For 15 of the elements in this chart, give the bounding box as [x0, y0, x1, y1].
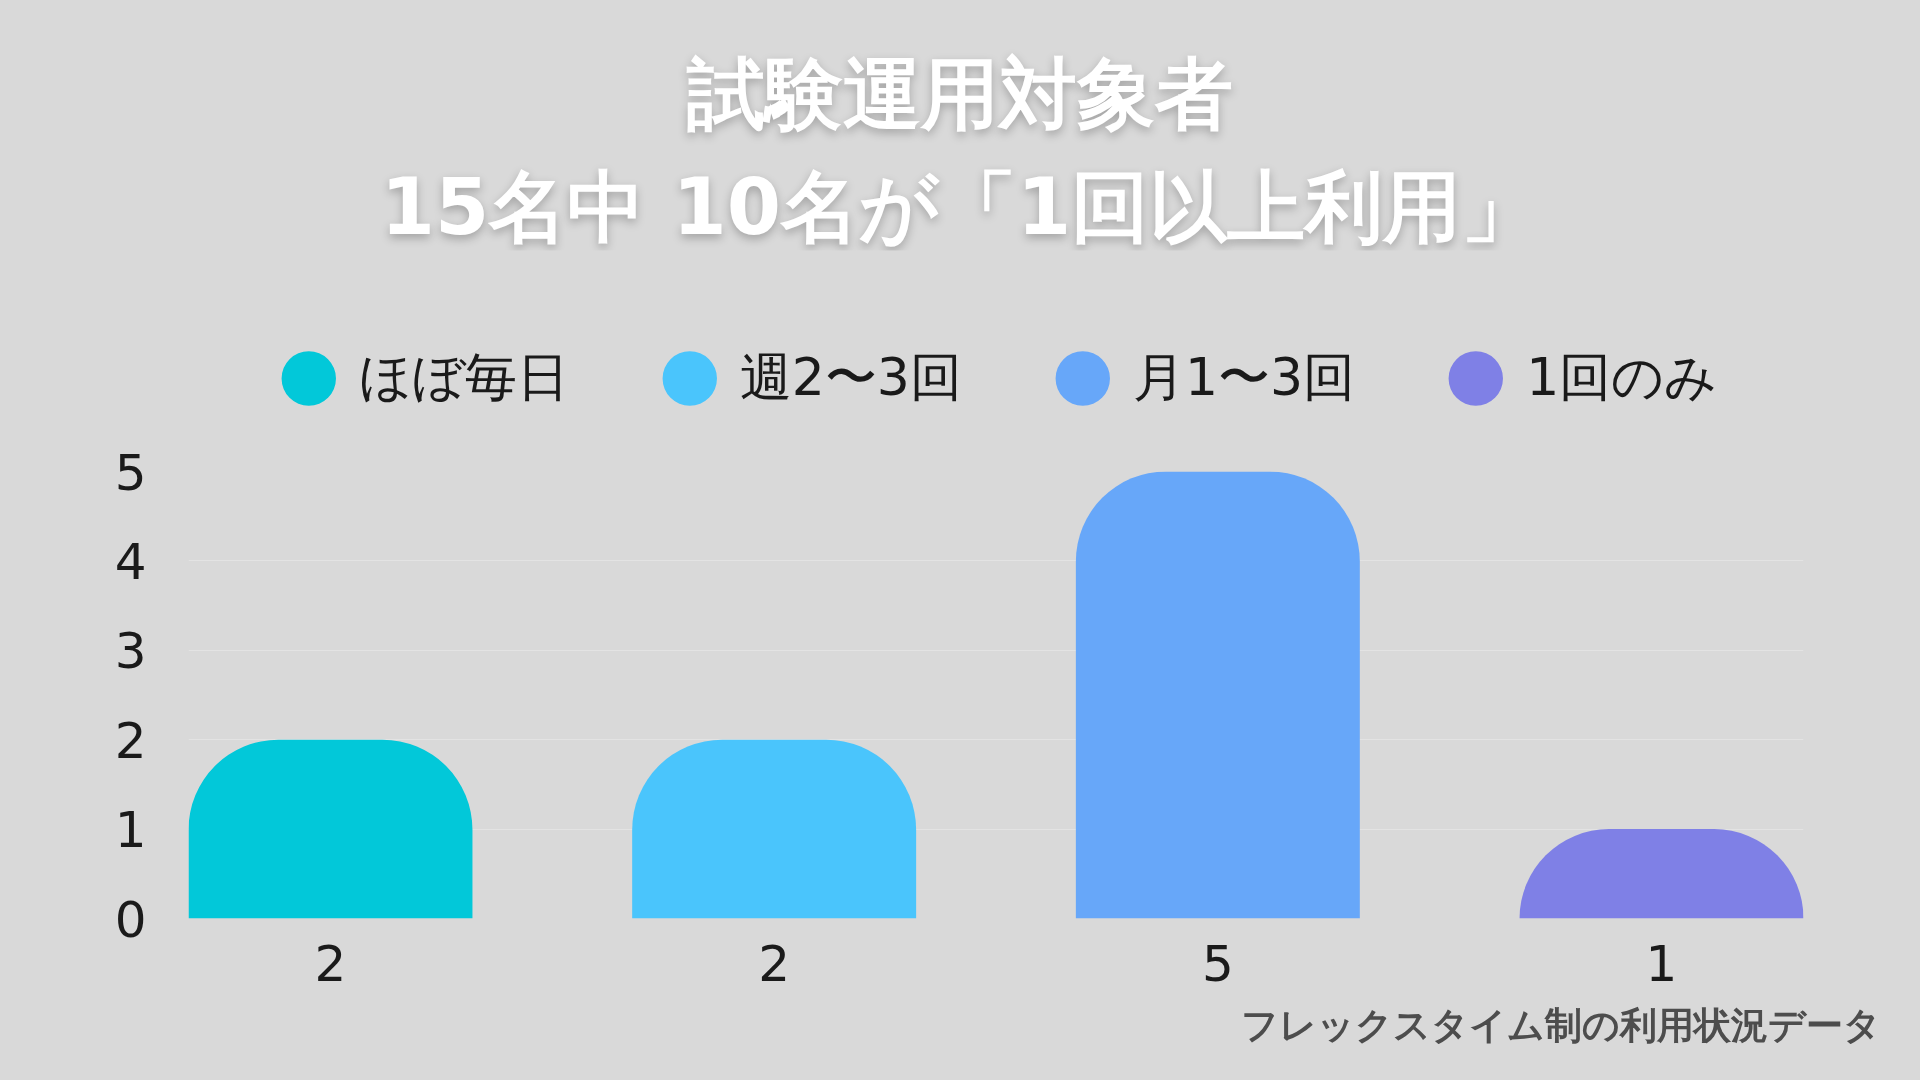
legend-label: 月1〜3回	[1132, 346, 1356, 409]
y-tick-label: 4	[114, 532, 147, 591]
data-label: 2	[314, 934, 347, 993]
data-label: 1	[1645, 934, 1678, 993]
y-tick-label: 1	[114, 801, 147, 860]
legend-label: 1回のみ	[1526, 346, 1718, 409]
text: フレックスタイム制の利用状況データ	[1240, 1003, 1881, 1047]
data-label: 5	[1201, 934, 1234, 993]
y-tick-label: 0	[114, 890, 147, 949]
y-tick-label: 2	[114, 711, 147, 770]
legend-label: 週2〜3回	[739, 346, 962, 409]
legend-label: ほぼ毎日	[358, 346, 569, 409]
y-tick-label: 3	[114, 622, 147, 681]
y-tick-label: 5	[114, 443, 147, 502]
data-label: 2	[758, 934, 791, 993]
